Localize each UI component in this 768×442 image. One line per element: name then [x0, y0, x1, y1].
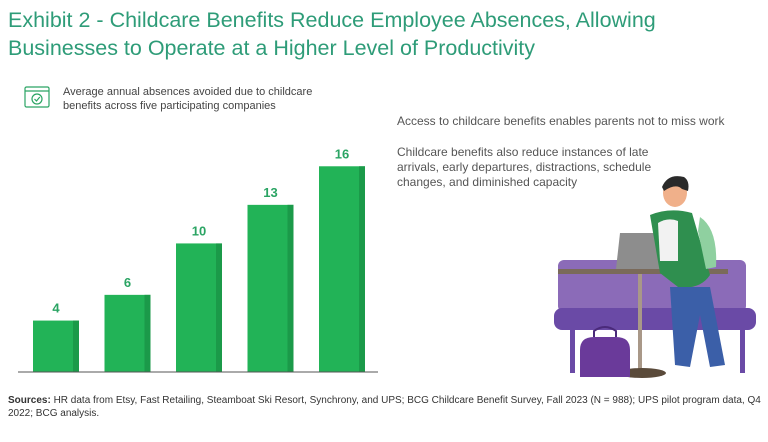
bar-4-label: 13: [263, 185, 277, 200]
sources-note: Sources: HR data from Etsy, Fast Retaili…: [8, 394, 763, 420]
calendar-check-icon: [24, 86, 50, 108]
bar-2-shade: [144, 294, 151, 372]
sources-text: HR data from Etsy, Fast Retailing, Steam…: [8, 395, 761, 419]
note-access: Access to childcare benefits enables par…: [397, 114, 725, 128]
bar-1: [33, 320, 79, 372]
bar-1-label: 4: [52, 301, 60, 316]
bar-2-label: 6: [124, 275, 131, 290]
note-reduce: Childcare benefits also reduce instances…: [397, 145, 652, 189]
bar-2: [104, 294, 151, 372]
bar-5-label: 16: [335, 146, 349, 161]
bar-3-shade: [216, 243, 222, 372]
bar-4: [247, 204, 294, 372]
bench-seat: [554, 308, 756, 330]
legs: [670, 287, 725, 367]
bag: [580, 337, 630, 377]
bar-1-shade: [73, 320, 79, 372]
sources-label: Sources:: [8, 395, 51, 406]
bar-chart: 4 6 10 13 16: [18, 146, 378, 373]
page-title: Exhibit 2 - Childcare Benefits Reduce Em…: [8, 8, 656, 60]
bar-5: [319, 166, 365, 372]
bar-3-label: 10: [192, 223, 206, 238]
table-top: [558, 269, 728, 274]
bar-5-shade: [359, 166, 365, 372]
bar-4-shade: [287, 204, 294, 372]
bar-3: [176, 243, 222, 372]
legend-text: Average annual absences avoided due to c…: [63, 86, 313, 112]
person-laptop-illustration: [554, 176, 756, 378]
